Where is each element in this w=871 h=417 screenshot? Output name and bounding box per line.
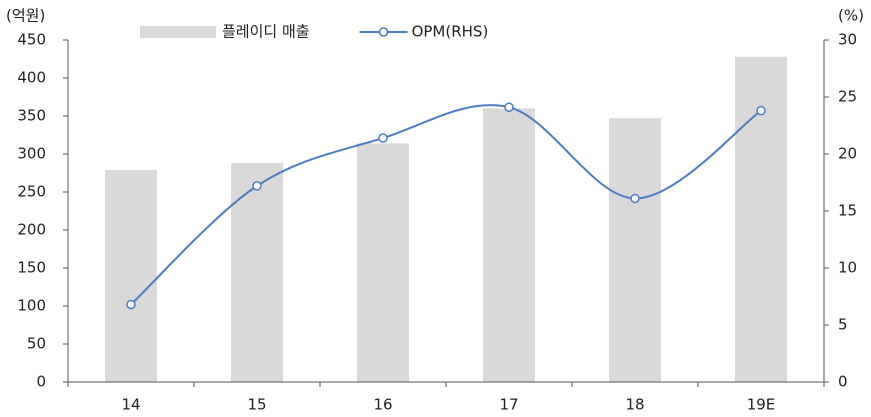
- legend-swatch: [378, 27, 389, 37]
- y-tick-label: 450: [17, 31, 46, 49]
- y-tick-label: 100: [17, 297, 46, 315]
- legend-label: 플레이디 매출: [222, 23, 310, 41]
- y-tick-label: 200: [17, 221, 46, 239]
- line-marker: [756, 105, 766, 116]
- line: [130, 104, 762, 306]
- bar: [357, 143, 409, 382]
- y-tick-label: 150: [17, 259, 46, 277]
- y-tick-label: 50: [27, 335, 46, 353]
- line-marker: [504, 102, 514, 113]
- x-tick-label: 16: [373, 396, 392, 414]
- y2-tick-label: 20: [838, 145, 857, 163]
- y2-tick-label: 30: [838, 31, 857, 49]
- line-marker: [252, 181, 262, 191]
- y-tick-label: 0: [36, 373, 46, 391]
- y-tick-label: 400: [17, 69, 46, 87]
- y-tick-label: 300: [17, 145, 46, 163]
- x-tick-label: 19E: [747, 396, 776, 414]
- line-marker: [126, 299, 136, 310]
- bar: [483, 108, 535, 383]
- legend-swatch: [140, 26, 216, 38]
- y2-tick-label: 0: [838, 373, 848, 391]
- y-tick-label: 250: [17, 183, 46, 201]
- x-tick-label: 14: [121, 396, 140, 414]
- bar: [231, 163, 283, 382]
- x-tick-label: 15: [247, 396, 266, 414]
- y2-tick-label: 15: [838, 202, 857, 220]
- bar: [735, 56, 787, 382]
- line-marker: [378, 133, 388, 143]
- x-tick-label: 17: [499, 396, 518, 414]
- line-marker: [630, 193, 640, 204]
- x-tick-label: 18: [625, 396, 644, 414]
- bar: [105, 169, 157, 382]
- y-tick-label: 350: [17, 107, 46, 125]
- bar: [609, 118, 661, 382]
- y2-tick-label: 5: [838, 316, 848, 334]
- y-axis-label: (억원): [6, 7, 45, 25]
- legend-label: OPM(RHS): [412, 23, 489, 41]
- y2-tick-label: 25: [838, 88, 857, 106]
- y2-tick-label: 10: [838, 259, 857, 277]
- y2-axis-label: (%): [838, 7, 864, 25]
